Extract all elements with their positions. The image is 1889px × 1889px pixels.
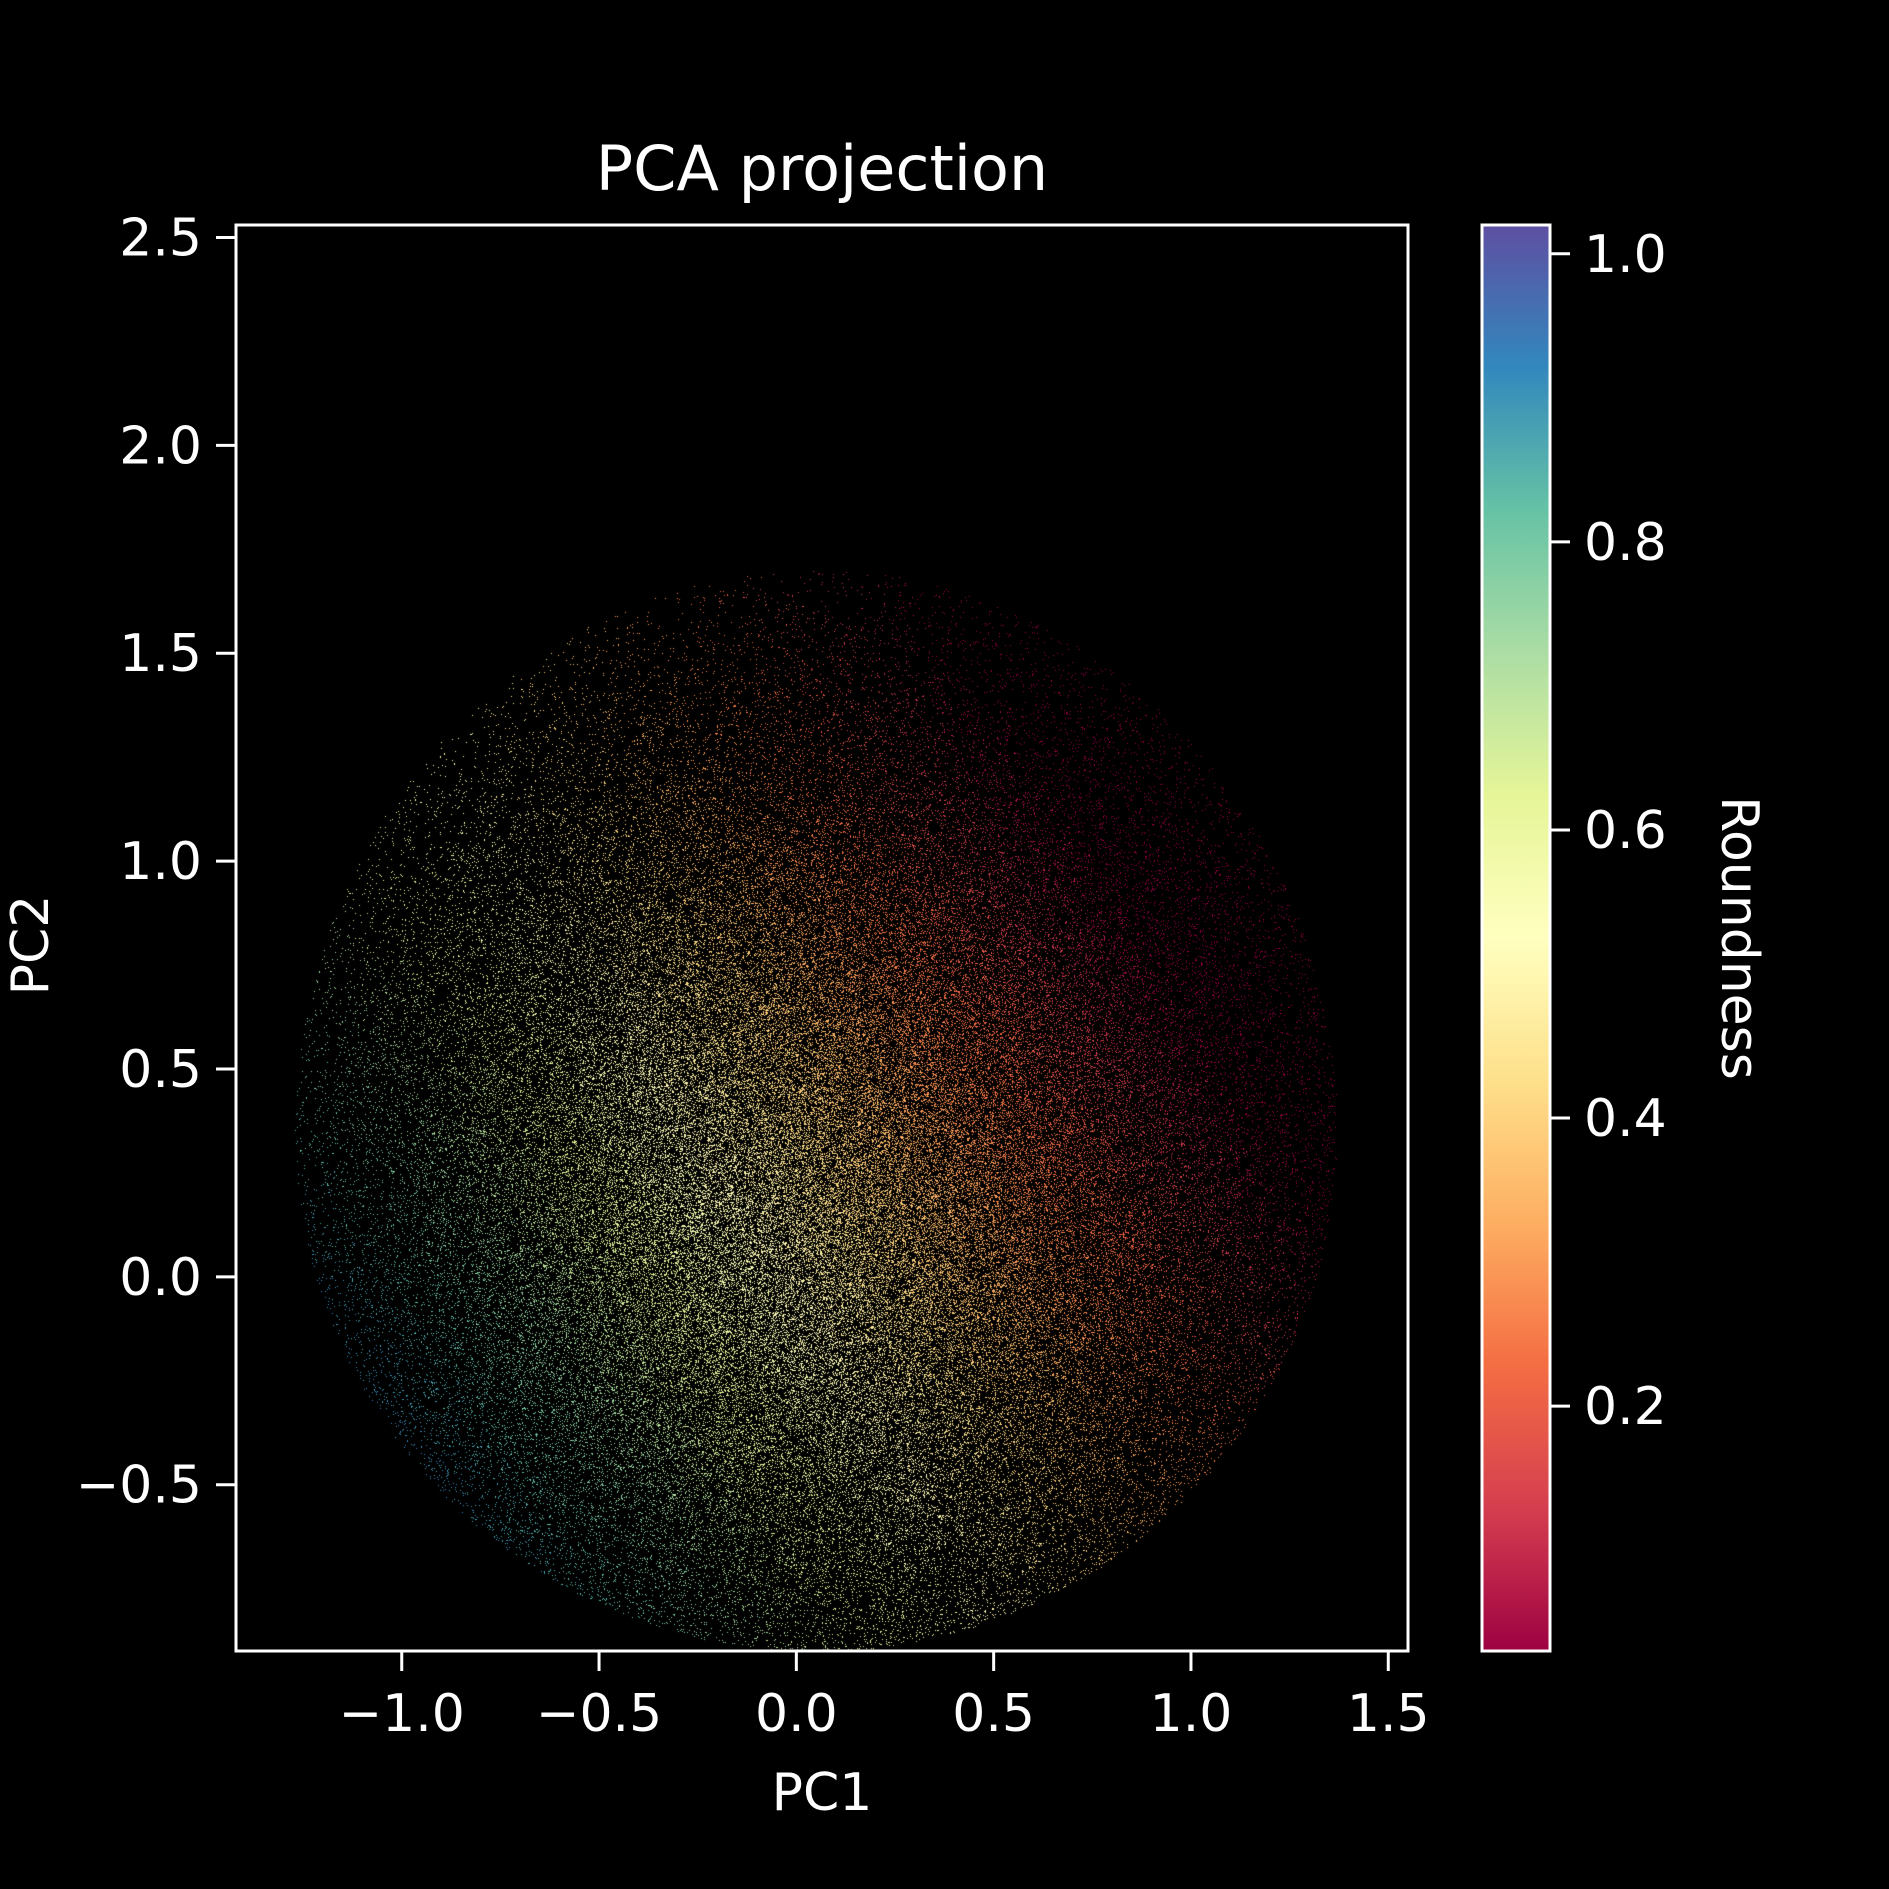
scatter-point-cloud	[236, 225, 1408, 1651]
y-axis-ticks: −0.5 0.0 0.5 1.0 1.5 2.0 2.5	[76, 208, 236, 1516]
x-tick-label-2: 0.0	[755, 1684, 838, 1744]
x-tick-label-5: 1.5	[1347, 1684, 1430, 1744]
colorbar-ticks: 0.2 0.4 0.6 0.8 1.0	[1550, 225, 1667, 1437]
x-axis-ticks: −1.0 −0.5 0.0 0.5 1.0 1.5	[339, 1651, 1430, 1744]
x-axis-label: PC1	[772, 1763, 873, 1823]
plot-frame	[234, 223, 1410, 1653]
x-tick-label-1: −0.5	[536, 1684, 662, 1744]
colorbar-tick-label-0: 0.2	[1584, 1377, 1667, 1437]
colorbar-label: Roundness	[1709, 796, 1769, 1080]
colorbar-tick-label-4: 1.0	[1584, 225, 1667, 285]
y-tick-label-6: 2.5	[119, 208, 202, 268]
colorbar-tick-label-3: 0.8	[1584, 513, 1667, 573]
y-tick-label-2: 0.5	[119, 1040, 202, 1100]
y-tick-label-1: 0.0	[119, 1248, 202, 1308]
colorbar-tick-label-1: 0.4	[1584, 1089, 1667, 1149]
scatter-points	[236, 225, 1408, 1651]
x-tick-label-0: −1.0	[339, 1684, 465, 1744]
colorbar	[1480, 223, 1552, 1653]
y-tick-label-0: −0.5	[76, 1456, 202, 1516]
colorbar-tick-label-2: 0.6	[1584, 801, 1667, 861]
y-tick-label-3: 1.0	[119, 832, 202, 892]
y-tick-label-5: 2.0	[119, 416, 202, 476]
y-tick-label-4: 1.5	[119, 624, 202, 684]
x-tick-label-4: 1.0	[1150, 1684, 1233, 1744]
chart-title: PCA projection	[596, 132, 1048, 205]
x-tick-label-3: 0.5	[952, 1684, 1035, 1744]
y-axis-label: PC2	[1, 895, 61, 996]
